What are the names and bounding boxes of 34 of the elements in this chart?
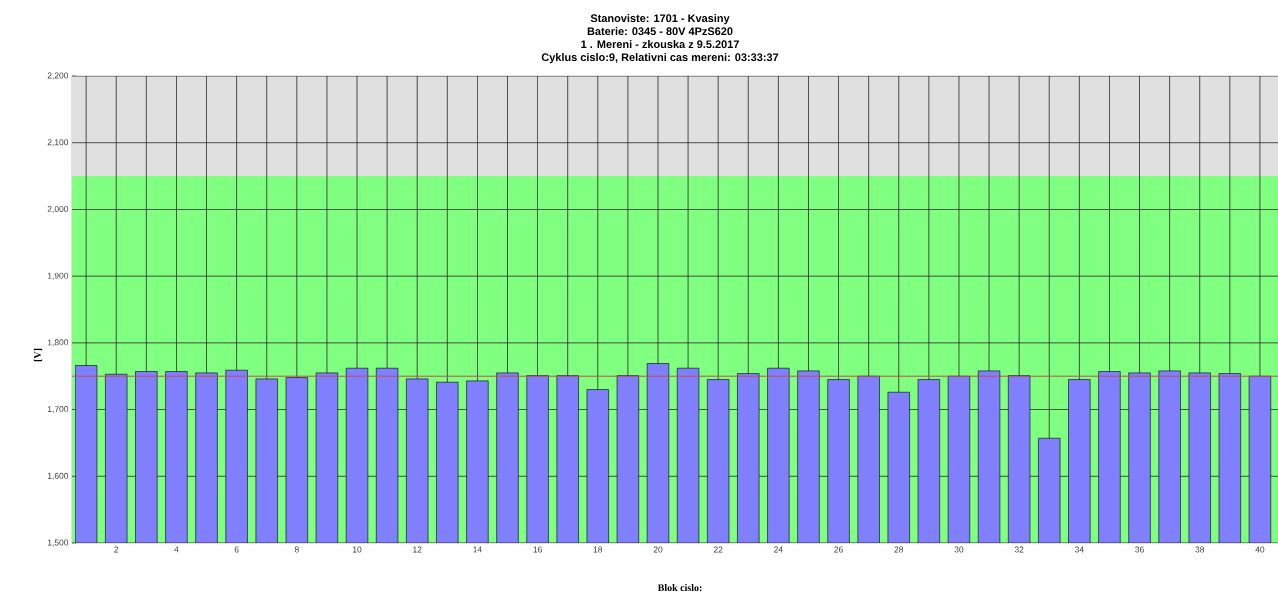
x-tick-label: 30 <box>954 546 964 553</box>
y-tick-label: 2,200 <box>47 72 69 80</box>
x-tick-label: 24 <box>774 546 783 553</box>
x-tick-label: 36 <box>1135 546 1144 553</box>
x-tick-label: 18 <box>593 546 603 553</box>
x-tick-label: 10 <box>352 546 362 553</box>
x-tick-label: 14 <box>473 546 482 553</box>
text: 1 . Mereni - zkouska z 9.5.2017 <box>581 40 739 49</box>
x-tick-label: 26 <box>834 546 843 553</box>
x-tick-label: 20 <box>653 546 663 553</box>
x-tick-label: 22 <box>713 546 723 553</box>
chart-subtitle: Baterie: 0345 - 80V 4PzS620 <box>587 27 733 36</box>
x-tick-label: 16 <box>533 546 542 553</box>
x-tick-label: 28 <box>894 546 904 553</box>
x-tick-label: 12 <box>413 546 422 553</box>
x-tick-label: 34 <box>1074 546 1084 553</box>
y-tick-label: 1,500 <box>47 539 69 547</box>
chart-title: Stanoviste: 1701 - Kvasiny <box>590 14 730 25</box>
y-tick-label: 1,600 <box>47 472 69 480</box>
y-tick-label: 2,000 <box>47 205 69 213</box>
x-tick-label: 38 <box>1195 546 1205 553</box>
x-axis-title: Blok cislo: <box>657 584 702 592</box>
x-tick-label: 40 <box>1255 546 1265 553</box>
y-tick-label: 1,800 <box>47 339 69 347</box>
text: Cyklus cislo:9, Relativni cas mereni: 03:33:37 <box>541 53 779 64</box>
x-tick-label: 32 <box>1014 546 1024 553</box>
x-tick-label: 6 <box>234 546 239 553</box>
x-tick-label: 4 <box>174 546 179 553</box>
x-tick-label: 8 <box>294 546 299 553</box>
x-tick-label: 2 <box>114 546 119 553</box>
y-axis-title: [V] <box>33 348 43 362</box>
y-tick-label: 1,900 <box>47 272 69 280</box>
y-tick-label: 1,700 <box>47 406 69 414</box>
y-tick-label: 2,100 <box>47 139 69 147</box>
